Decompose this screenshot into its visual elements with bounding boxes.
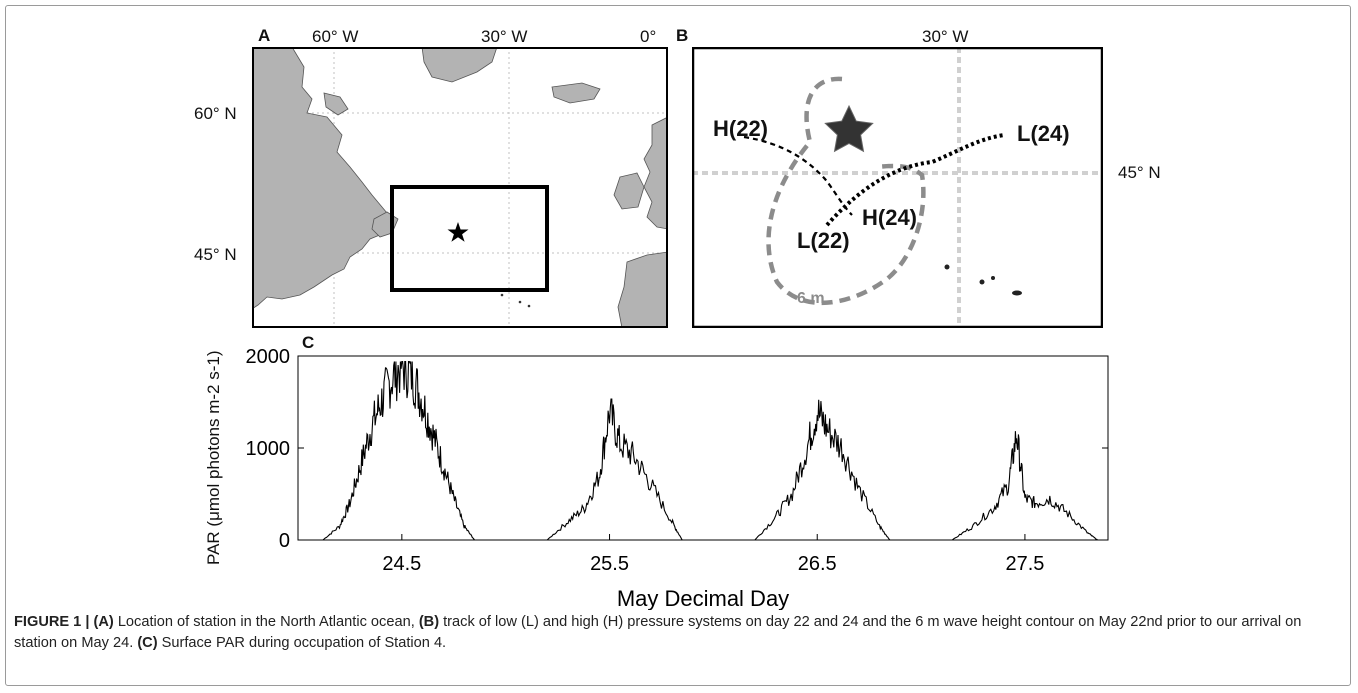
figure-caption: FIGURE 1 | (A) Location of station in th… (14, 612, 1339, 654)
great-britain-land (643, 116, 668, 230)
storm-star-icon (824, 104, 874, 153)
iberia-land (617, 251, 668, 328)
north-america-land (252, 47, 393, 310)
label-h24: H(24) (862, 205, 918, 230)
caption-b-tag: (B) (418, 614, 440, 630)
panel-b-letter: B (676, 26, 689, 45)
par-chart: 0 1000 2000 24.5 25.5 26.5 27.5 May Decimal Day (246, 348, 1109, 610)
chart-ylabel: PAR (μmol photons m-2 s-1) (204, 350, 223, 565)
panel-a-lat-45n: 45° N (194, 245, 237, 264)
iceland-land (551, 82, 601, 104)
caption-b-text: track of low (L) and high (H) pressure s… (14, 614, 1302, 651)
label-contour: 6 m (797, 290, 825, 307)
label-l22: L(22) (797, 228, 850, 253)
x-tick-label: 26.5 (798, 553, 837, 575)
station-star-icon (447, 222, 469, 242)
caption-a-text: Location of station in the North Atlanti… (113, 614, 419, 630)
panel-a-lon-0: 0° (640, 27, 657, 46)
x-tick-label: 24.5 (382, 553, 421, 575)
labrador-island (323, 92, 349, 116)
region-box (390, 185, 549, 292)
panel-c-letter: C (302, 333, 315, 352)
wave-height-contour (766, 76, 926, 306)
y-tick-label: 1000 (246, 438, 291, 460)
panel-b-lon-30w: 30° W (922, 27, 969, 46)
panel-b-map (692, 47, 1103, 328)
panel-a-map (252, 47, 668, 328)
caption-c-text: Surface PAR during occupation of Station… (157, 635, 447, 651)
caption-a-tag: (A) (93, 614, 114, 630)
caption-figure-label: FIGURE 1 | (14, 614, 94, 630)
chart-xlabel: May Decimal Day (617, 586, 789, 610)
panel-a-letter: A (258, 26, 271, 45)
y-tick-label: 2000 (246, 348, 291, 368)
par-series-line (322, 360, 1098, 541)
x-tick-label: 27.5 (1005, 553, 1044, 575)
panel-a-lon-30w: 30° W (481, 27, 528, 46)
x-tick-label: 25.5 (590, 553, 629, 575)
label-h22: H(22) (713, 116, 769, 141)
figure-frame (5, 5, 1351, 686)
chart-plot-frame (297, 355, 1109, 541)
ireland-land (613, 172, 645, 210)
low-track (825, 133, 1005, 227)
label-l24: L(24) (1017, 121, 1070, 146)
panel-b-lat-45n: 45° N (1118, 163, 1161, 182)
panel-a-lat-60n: 60° N (194, 104, 237, 123)
y-tick-label: 0 (279, 530, 290, 552)
caption-c-tag: (C) (137, 635, 158, 651)
high-22-track (743, 135, 853, 216)
greenland-land (421, 47, 498, 83)
panel-a-lon-60w: 60° W (312, 27, 359, 46)
